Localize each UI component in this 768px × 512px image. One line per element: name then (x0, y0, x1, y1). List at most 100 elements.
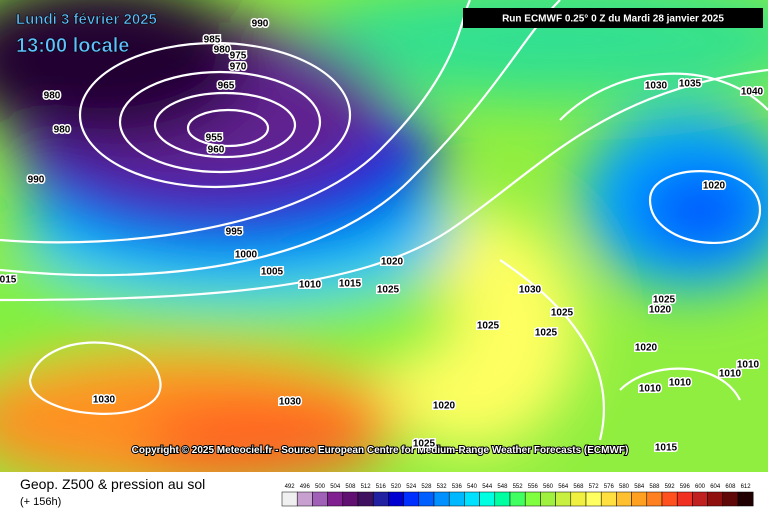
legend-swatch (676, 491, 693, 507)
legend-swatch (524, 491, 541, 507)
legend-swatch (312, 491, 328, 507)
isobar-label: 1025 (477, 321, 500, 332)
isobar-label: 1010 (719, 369, 742, 380)
legend-level: 576 (604, 484, 615, 490)
forecast-lead: (+ 156h) (20, 496, 61, 508)
legend-level: 524 (406, 484, 417, 490)
legend-level: 508 (345, 484, 356, 490)
isobar-label: 1020 (649, 305, 672, 316)
isobar-label: 1030 (93, 395, 116, 406)
isobar-label: 1015 (655, 443, 678, 454)
isobar-label: 1005 (261, 267, 284, 278)
legend-level: 552 (513, 484, 524, 490)
legend-level: 536 (452, 484, 463, 490)
legend-level: 500 (315, 484, 326, 490)
isobar-label: 1020 (703, 181, 726, 192)
legend-level: 516 (376, 484, 387, 490)
isobar-label: 995 (226, 227, 243, 238)
isobar-label: 975 (230, 51, 247, 62)
legend-level: 520 (391, 484, 402, 490)
legend-swatch (281, 491, 298, 507)
legend-swatch (494, 491, 511, 507)
legend-level: 568 (573, 484, 584, 490)
legend-level: 504 (330, 484, 341, 490)
legend-swatch (357, 491, 374, 507)
legend-swatch (585, 491, 602, 507)
legend-swatch (646, 491, 663, 507)
legend-swatch (600, 491, 617, 507)
legend-swatch (570, 491, 587, 507)
legend-level: 512 (361, 484, 372, 490)
legend-swatch (509, 491, 526, 507)
legend-swatch (327, 491, 344, 507)
legend-swatch (661, 491, 678, 507)
isobar-label: 015 (0, 275, 17, 286)
isobar-label: 990 (28, 175, 45, 186)
legend-level: 556 (528, 484, 539, 490)
forecast-date: Lundi 3 février 2025 (16, 11, 157, 28)
legend-level: 612 (741, 484, 752, 490)
legend-swatch (372, 491, 389, 507)
footer-title: Geop. Z500 & pression au sol (20, 476, 205, 492)
legend-swatch (296, 491, 313, 507)
legend-swatch (722, 491, 739, 507)
isobar-label: 985 (204, 35, 221, 46)
legend-level: 588 (649, 484, 660, 490)
isobar-label: 980 (54, 125, 71, 136)
isobar-label: 1025 (413, 439, 436, 450)
isobar-label: 980 (44, 91, 61, 102)
legend-level: 544 (482, 484, 493, 490)
legend-level: 540 (467, 484, 478, 490)
isobar-label: 980 (214, 45, 231, 56)
legend-level: 600 (695, 484, 706, 490)
isobar-label: 990 (252, 19, 269, 30)
legend-swatch (464, 491, 480, 507)
isobar-label: 1010 (737, 360, 760, 371)
legend-level: 532 (437, 484, 448, 490)
run-info: Run ECMWF 0.25° 0 Z du Mardi 28 janvier … (502, 14, 724, 25)
isobar-label: 1000 (235, 250, 258, 261)
isobar-label: 1010 (639, 384, 662, 395)
isobar-label: 1020 (635, 343, 658, 354)
legend-swatch (479, 491, 496, 507)
isobar-label: 1030 (645, 81, 668, 92)
isobar-label: 1010 (299, 280, 322, 291)
isobar-label: 1015 (339, 279, 362, 290)
isobar-label: 1030 (519, 285, 542, 296)
legend-swatch (555, 491, 572, 507)
isobar-label: 1040 (741, 87, 764, 98)
legend-level: 528 (421, 484, 432, 490)
legend-level: 608 (725, 484, 736, 490)
forecast-time: 13:00 locale (16, 35, 129, 57)
legend-level: 604 (710, 484, 721, 490)
geopotential-field (0, 0, 768, 490)
isobar-label: 1035 (679, 79, 702, 90)
isobar-label: 960 (208, 145, 225, 156)
isobar-label: 1020 (433, 401, 456, 412)
legend-level: 592 (665, 484, 676, 490)
legend-level: 492 (285, 484, 296, 490)
legend-level: 564 (558, 484, 569, 490)
legend-swatch (692, 491, 708, 507)
legend-level: 572 (589, 484, 600, 490)
legend-swatch (448, 491, 465, 507)
isobars (0, 0, 768, 441)
run-box (463, 8, 763, 28)
copyright: Copyright © 2025 Meteociel.fr - Source E… (132, 445, 629, 456)
legend-level: 580 (619, 484, 630, 490)
legend-swatch (631, 491, 648, 507)
legend-swatch (540, 491, 556, 507)
legend-swatch (737, 491, 754, 507)
legend-swatch (433, 491, 450, 507)
isobar-label: 1025 (377, 285, 400, 296)
legend-swatch (342, 491, 359, 507)
isobar-label: 1025 (535, 328, 558, 339)
legend-level: 584 (634, 484, 645, 490)
isobar-label: 1025 (551, 308, 574, 319)
legend-swatch (388, 491, 404, 507)
isobar-label: 1025 (653, 295, 676, 306)
isobar-label: 1010 (669, 378, 692, 389)
legend-swatch (707, 491, 724, 507)
